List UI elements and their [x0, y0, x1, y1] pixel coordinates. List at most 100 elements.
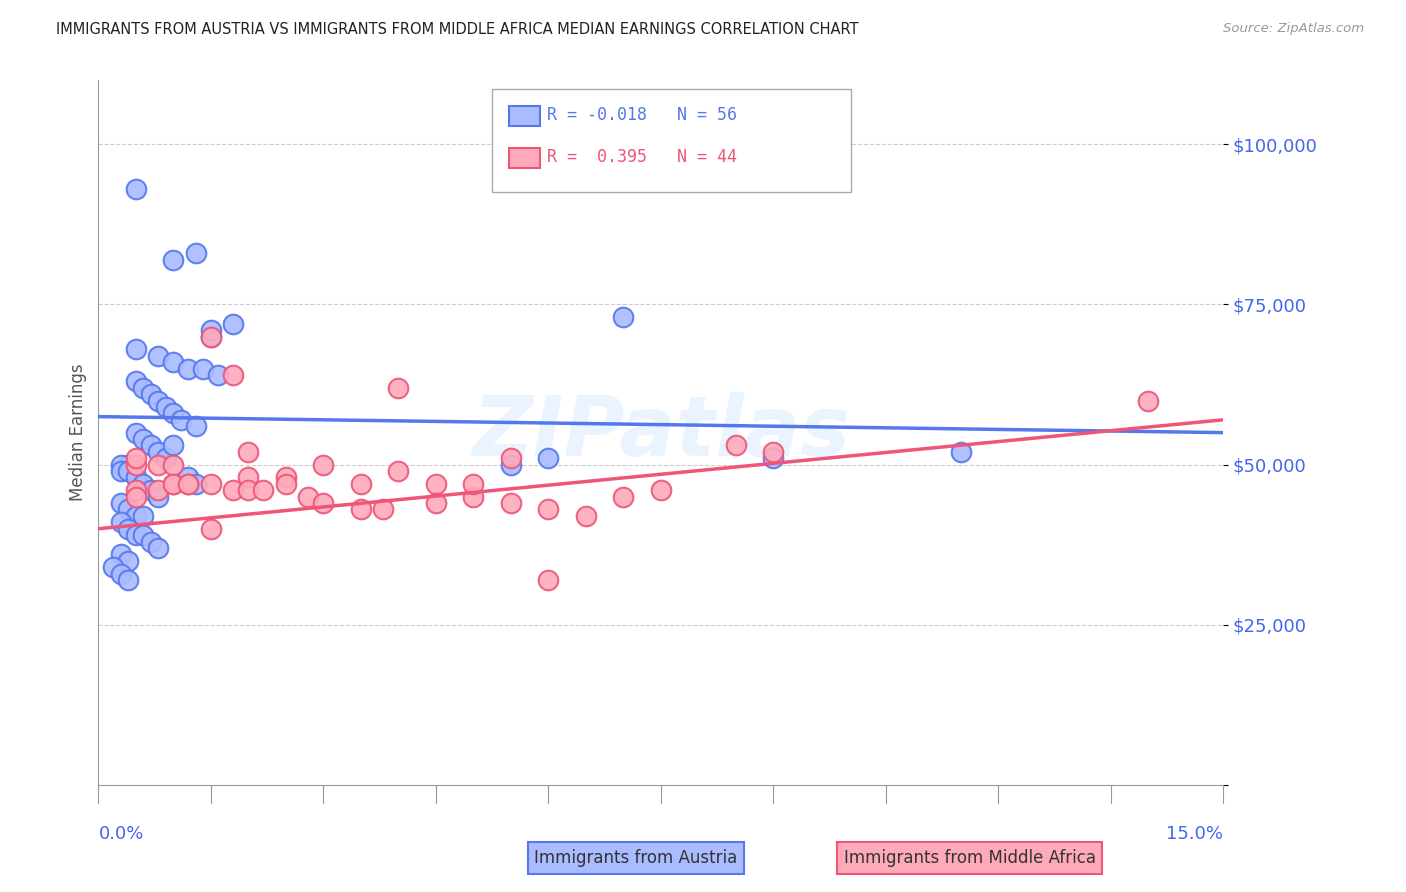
Text: 0.0%: 0.0%	[98, 825, 143, 843]
Point	[125, 451, 148, 466]
Point	[387, 464, 409, 478]
Point	[117, 554, 139, 568]
Point	[125, 490, 148, 504]
Point	[103, 560, 125, 574]
Point	[200, 323, 222, 337]
Point	[162, 355, 184, 369]
Point	[110, 458, 132, 472]
Point	[132, 432, 155, 446]
Point	[148, 349, 170, 363]
Point	[200, 329, 222, 343]
Point	[117, 522, 139, 536]
Point	[139, 387, 162, 401]
Point	[200, 522, 222, 536]
Point	[177, 476, 200, 491]
Point	[222, 368, 245, 382]
Text: R = -0.018   N = 56: R = -0.018 N = 56	[547, 106, 737, 124]
Text: Immigrants from Austria: Immigrants from Austria	[534, 849, 738, 867]
Point	[724, 438, 747, 452]
Point	[162, 406, 184, 420]
Point	[612, 490, 634, 504]
Point	[117, 573, 139, 587]
Point	[297, 490, 319, 504]
Text: Source: ZipAtlas.com: Source: ZipAtlas.com	[1223, 22, 1364, 36]
Point	[162, 476, 184, 491]
Point	[949, 445, 972, 459]
Point	[148, 490, 170, 504]
Point	[193, 361, 215, 376]
Point	[177, 361, 200, 376]
Point	[222, 483, 245, 498]
Point	[238, 445, 260, 459]
Point	[125, 343, 148, 357]
Point	[170, 413, 193, 427]
Point	[238, 470, 260, 484]
Point	[125, 375, 148, 389]
Point	[612, 310, 634, 325]
Point	[387, 381, 409, 395]
Point	[274, 470, 297, 484]
Point	[537, 502, 560, 516]
Point	[117, 502, 139, 516]
Point	[650, 483, 672, 498]
Point	[238, 483, 260, 498]
Point	[350, 502, 373, 516]
Point	[312, 496, 335, 510]
Point	[184, 476, 207, 491]
Point	[463, 476, 485, 491]
Point	[155, 451, 177, 466]
Point	[463, 490, 485, 504]
Point	[110, 496, 132, 510]
Point	[148, 458, 170, 472]
Point	[499, 458, 522, 472]
Point	[184, 246, 207, 260]
Point	[125, 425, 148, 440]
Point	[252, 483, 274, 498]
Point	[132, 528, 155, 542]
Point	[350, 476, 373, 491]
Point	[312, 458, 335, 472]
Point	[200, 329, 222, 343]
Text: R =  0.395   N = 44: R = 0.395 N = 44	[547, 148, 737, 166]
Text: ZIPatlas: ZIPatlas	[472, 392, 849, 473]
Point	[425, 476, 447, 491]
Point	[762, 451, 785, 466]
Point	[125, 508, 148, 523]
Point	[132, 508, 155, 523]
Point	[200, 476, 222, 491]
Point	[132, 381, 155, 395]
Point	[207, 368, 229, 382]
Point	[425, 496, 447, 510]
Point	[110, 464, 132, 478]
Point	[125, 182, 148, 196]
Point	[162, 476, 184, 491]
Point	[499, 451, 522, 466]
Point	[499, 496, 522, 510]
Point	[184, 419, 207, 434]
Point	[117, 458, 139, 472]
Point	[125, 528, 148, 542]
Point	[110, 516, 132, 530]
Point	[139, 483, 162, 498]
Text: 15.0%: 15.0%	[1166, 825, 1223, 843]
Point	[110, 566, 132, 581]
Point	[177, 470, 200, 484]
Point	[222, 317, 245, 331]
Point	[125, 470, 148, 484]
Point	[139, 534, 162, 549]
Point	[162, 438, 184, 452]
Point	[148, 483, 170, 498]
Point	[132, 476, 155, 491]
Point	[177, 476, 200, 491]
Point	[762, 445, 785, 459]
Point	[373, 502, 395, 516]
Point	[155, 400, 177, 414]
Point	[125, 483, 148, 498]
Point	[162, 458, 184, 472]
Point	[117, 464, 139, 478]
Point	[274, 476, 297, 491]
Text: IMMIGRANTS FROM AUSTRIA VS IMMIGRANTS FROM MIDDLE AFRICA MEDIAN EARNINGS CORRELA: IMMIGRANTS FROM AUSTRIA VS IMMIGRANTS FR…	[56, 22, 859, 37]
Point	[162, 252, 184, 267]
Point	[125, 458, 148, 472]
Point	[139, 438, 162, 452]
